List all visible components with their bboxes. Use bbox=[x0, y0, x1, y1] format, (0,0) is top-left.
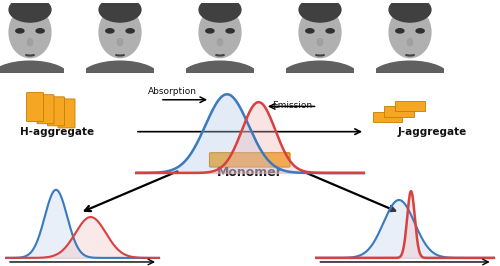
Ellipse shape bbox=[299, 0, 341, 22]
Text: Absorption: Absorption bbox=[148, 87, 196, 96]
Polygon shape bbox=[384, 106, 414, 117]
FancyBboxPatch shape bbox=[37, 95, 54, 124]
Ellipse shape bbox=[0, 61, 70, 96]
FancyBboxPatch shape bbox=[26, 93, 44, 122]
Ellipse shape bbox=[370, 61, 450, 96]
Ellipse shape bbox=[280, 61, 360, 96]
Ellipse shape bbox=[99, 7, 141, 58]
Ellipse shape bbox=[28, 39, 32, 46]
Ellipse shape bbox=[396, 29, 404, 33]
Ellipse shape bbox=[106, 29, 114, 33]
Ellipse shape bbox=[199, 0, 241, 22]
Ellipse shape bbox=[389, 0, 431, 22]
Ellipse shape bbox=[180, 61, 260, 96]
Ellipse shape bbox=[126, 29, 134, 33]
Ellipse shape bbox=[416, 29, 424, 33]
Ellipse shape bbox=[199, 7, 241, 58]
Ellipse shape bbox=[36, 29, 44, 33]
Text: J-aggregate: J-aggregate bbox=[398, 127, 467, 137]
Polygon shape bbox=[394, 101, 424, 111]
Ellipse shape bbox=[206, 29, 214, 33]
Ellipse shape bbox=[306, 29, 314, 33]
Text: Emission: Emission bbox=[272, 101, 312, 110]
Ellipse shape bbox=[9, 0, 51, 22]
Polygon shape bbox=[372, 112, 402, 122]
FancyBboxPatch shape bbox=[210, 153, 290, 167]
FancyBboxPatch shape bbox=[48, 97, 64, 126]
Text: Monomer: Monomer bbox=[217, 166, 283, 179]
Ellipse shape bbox=[389, 7, 431, 58]
Text: H-aggregate: H-aggregate bbox=[20, 127, 94, 137]
Ellipse shape bbox=[318, 39, 322, 46]
Ellipse shape bbox=[299, 7, 341, 58]
Ellipse shape bbox=[226, 29, 234, 33]
Ellipse shape bbox=[80, 61, 160, 96]
Ellipse shape bbox=[16, 29, 24, 33]
Ellipse shape bbox=[326, 29, 334, 33]
Ellipse shape bbox=[408, 39, 412, 46]
Ellipse shape bbox=[99, 0, 141, 22]
Ellipse shape bbox=[218, 39, 222, 46]
Ellipse shape bbox=[9, 7, 51, 58]
Ellipse shape bbox=[118, 39, 122, 46]
FancyBboxPatch shape bbox=[58, 99, 75, 128]
